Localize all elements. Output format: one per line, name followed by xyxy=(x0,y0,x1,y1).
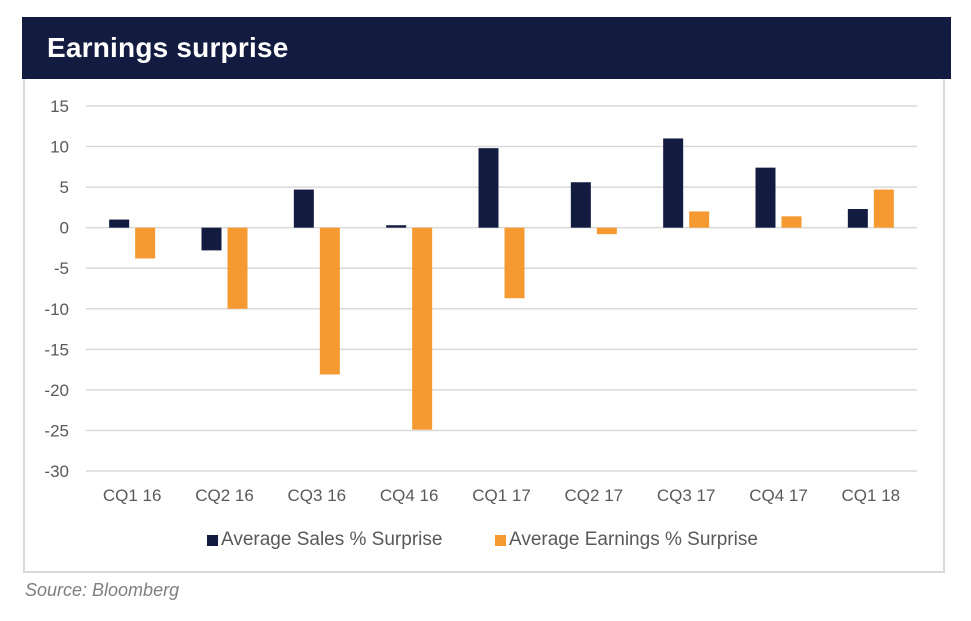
bar-sales xyxy=(293,189,314,228)
bar-earnings xyxy=(227,227,248,309)
chart-title: Earnings surprise xyxy=(47,32,289,63)
x-tick-label: CQ3 16 xyxy=(288,486,347,505)
bar-sales xyxy=(847,209,868,228)
legend-item-sales: Average Sales % Surprise xyxy=(207,529,442,551)
bar-sales xyxy=(109,219,130,228)
bar-earnings xyxy=(596,227,617,235)
y-tick-label: -20 xyxy=(44,381,69,400)
chart-frame xyxy=(23,79,945,573)
legend-label-earnings: Average Earnings % Surprise xyxy=(509,529,758,550)
bar-earnings xyxy=(781,216,802,228)
x-tick-label: CQ2 16 xyxy=(195,486,254,505)
y-tick-label: -10 xyxy=(44,300,69,319)
x-tick-label: CQ3 17 xyxy=(657,486,716,505)
x-tick-label: CQ1 17 xyxy=(472,486,531,505)
bar-earnings xyxy=(504,227,525,299)
x-tick-label: CQ1 16 xyxy=(103,486,162,505)
x-tick-label: CQ1 18 xyxy=(842,486,901,505)
bar-sales xyxy=(663,138,684,228)
y-tick-label: -15 xyxy=(44,340,69,359)
bar-earnings xyxy=(873,189,894,228)
legend-swatch-sales xyxy=(207,534,218,546)
x-tick-label: CQ2 17 xyxy=(565,486,624,505)
y-tick-label: -5 xyxy=(54,259,69,278)
y-tick-label: -30 xyxy=(44,462,69,481)
bar-sales xyxy=(755,167,776,228)
y-tick-label: 0 xyxy=(60,219,69,238)
bar-sales xyxy=(570,182,591,228)
legend-swatch-earnings xyxy=(495,534,506,546)
bar-earnings xyxy=(412,227,433,430)
bar-sales xyxy=(478,148,499,228)
y-tick-label: -25 xyxy=(44,421,69,440)
x-tick-label: CQ4 17 xyxy=(749,486,808,505)
bar-earnings xyxy=(135,227,156,259)
bar-earnings xyxy=(319,227,340,375)
source-note: Source: Bloomberg xyxy=(25,580,180,600)
bar-sales xyxy=(386,225,407,228)
bar-sales xyxy=(201,227,222,251)
chart-legend: Average Sales % Surprise Average Earning… xyxy=(0,529,971,553)
chart-header: Earnings surprise xyxy=(22,17,951,79)
x-tick-label: CQ4 16 xyxy=(380,486,439,505)
legend-item-earnings: Average Earnings % Surprise xyxy=(495,529,758,551)
y-tick-label: 15 xyxy=(50,97,69,116)
y-tick-label: 10 xyxy=(50,138,69,157)
bar-earnings xyxy=(689,211,710,228)
y-tick-label: 5 xyxy=(60,178,69,197)
legend-label-sales: Average Sales % Surprise xyxy=(221,529,443,550)
